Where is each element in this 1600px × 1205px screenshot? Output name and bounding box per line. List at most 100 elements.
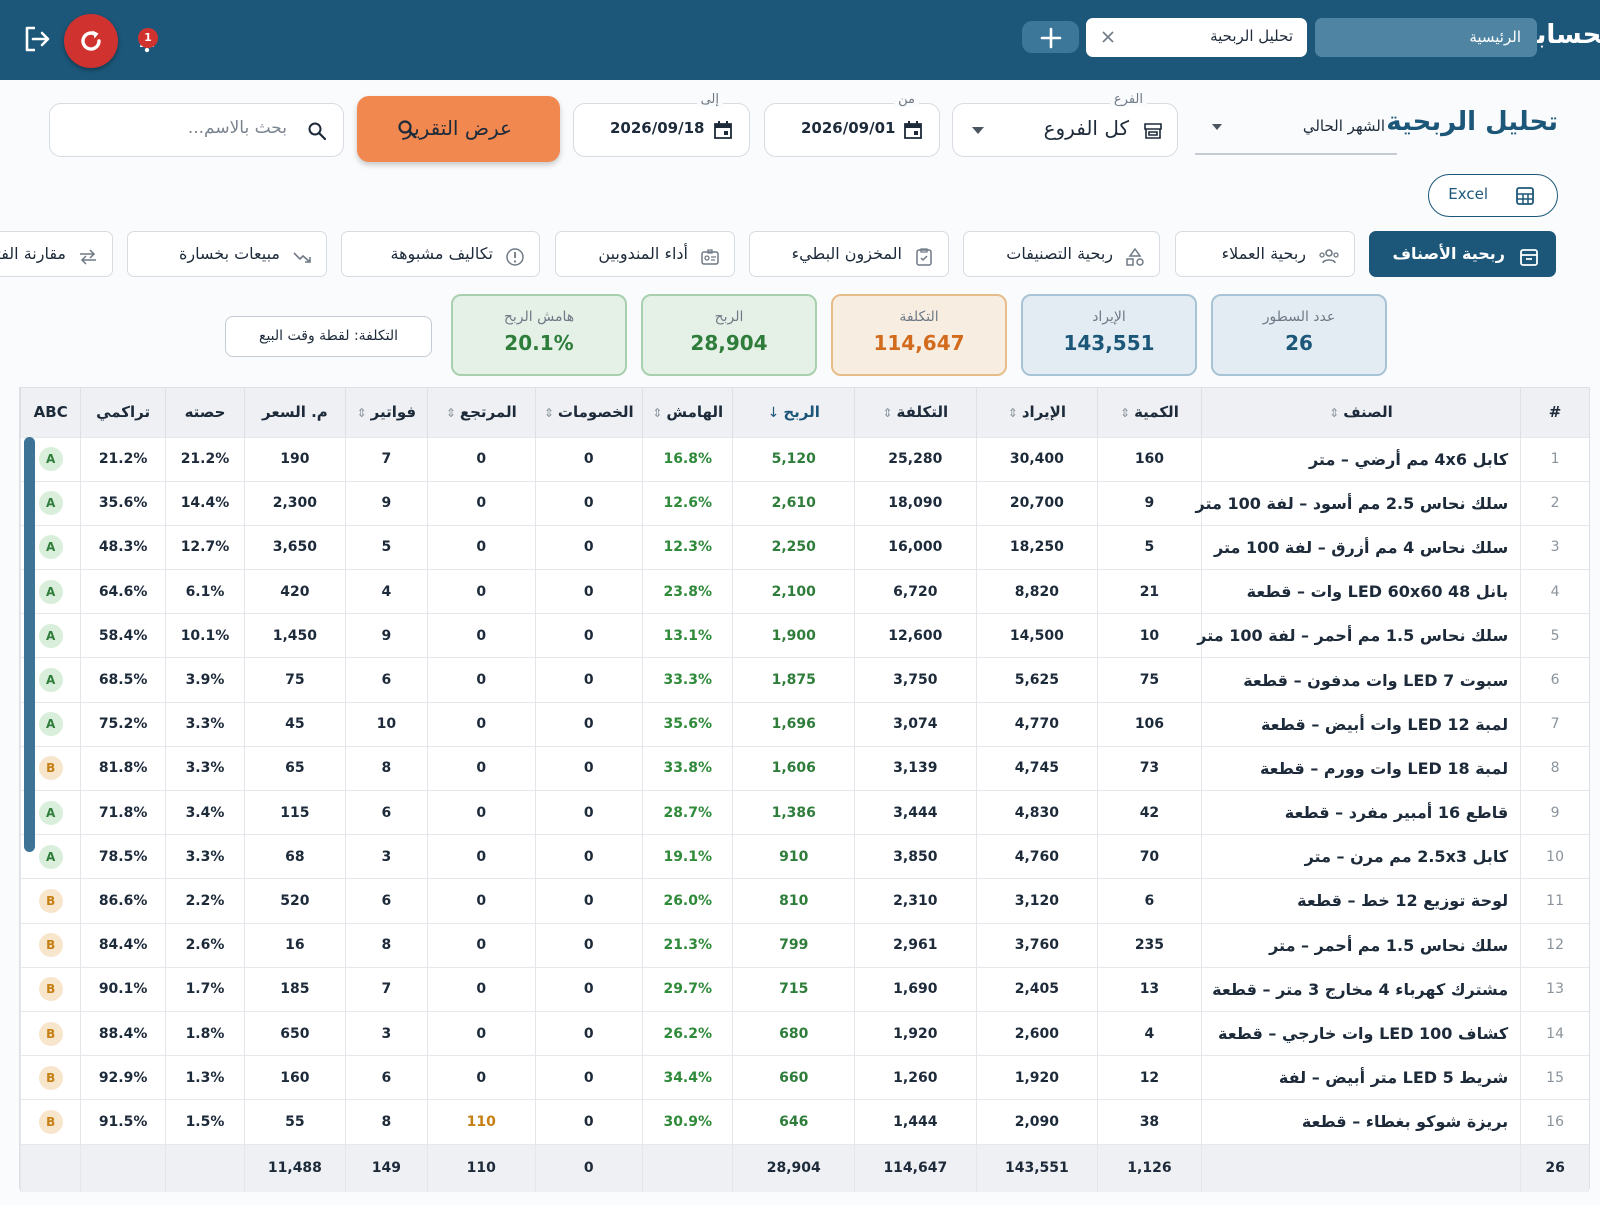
table-cell: 5 <box>344 524 428 570</box>
col-item[interactable]: الصنف⇕ <box>1200 388 1521 437</box>
table-cell: 0 <box>427 1055 536 1100</box>
table-cell: 0 <box>534 878 643 924</box>
table-row[interactable]: 2 سلك نحاس 2.5 مم أسود – لفة 100 متر 9 20,7… <box>19 480 1589 526</box>
totals-cell <box>642 1143 733 1192</box>
tab-home[interactable]: الرئيسية <box>1315 18 1537 57</box>
table-cell: 5 <box>1097 524 1202 570</box>
table-cell: 3.3% <box>164 701 245 747</box>
col-profit[interactable]: الربح↓ <box>732 388 855 437</box>
table-cell: 11 <box>1520 878 1589 924</box>
table-cell: 16.8% <box>642 436 733 482</box>
date-to-value: 2026/09/18 <box>610 119 705 137</box>
table-row[interactable]: 5 سلك نحاس 1.5 مم أحمر – لفة 100 متر 10 14,… <box>19 613 1589 658</box>
tab-customer-profitability[interactable]: ربحية العملاء <box>1175 231 1355 277</box>
totals-cell: 28,904 <box>732 1143 855 1192</box>
abc-class-badge: B <box>38 933 63 958</box>
table-cell: 21.3% <box>642 922 733 968</box>
table-cell: 0 <box>427 834 536 879</box>
kpi-label: الربح <box>714 309 744 325</box>
kpi-label: هامش الربح <box>503 309 575 325</box>
col-returns[interactable]: المرتجع⇕ <box>427 388 536 437</box>
table-row[interactable]: 4 بانل LED 60x60 48 وات – قطعة 21 8,820 6,72… <box>19 569 1589 614</box>
period-select[interactable]: الشهر الحالي <box>1195 103 1397 155</box>
table-cell: 1,606 <box>732 745 855 791</box>
tab-sales-rep-performance[interactable]: أداء المندوبين <box>555 231 735 277</box>
table-row[interactable]: 16 بريزة شوكو بغطاء – قطعة 38 2,090 1,444 646… <box>19 1099 1589 1144</box>
table-cell: 5,625 <box>975 657 1098 703</box>
table-cell: 1.7% <box>164 966 245 1012</box>
abc-class-badge: A <box>38 800 63 825</box>
table-row[interactable]: 14 كشاف LED 100 وات خارجي – قطعة 4 2,600 1,9… <box>19 1010 1589 1056</box>
table-cell: 4 <box>1097 1010 1202 1056</box>
tab-item-profitability[interactable]: ربحية الأصناف <box>1369 231 1556 277</box>
table-cell: 3.3% <box>164 834 245 879</box>
table-cell: 0 <box>427 789 536 835</box>
search-input[interactable] <box>87 118 287 138</box>
table-cell: 26.0% <box>642 878 733 924</box>
table-row[interactable]: 13 مشترك كهرباء 4 مخارج 3 متر – قطعة 13 2,4… <box>19 966 1589 1012</box>
table-scrollbar[interactable] <box>24 437 35 852</box>
table-cell: 12.6% <box>642 480 733 526</box>
show-report-button[interactable]: عرض التقرير <box>357 96 560 162</box>
table-cell: B <box>19 1099 81 1144</box>
search-box[interactable] <box>49 103 344 157</box>
table-cell: 5,120 <box>732 436 855 482</box>
col-cost[interactable]: التكلفة⇕ <box>854 388 977 437</box>
table-cell: كابل 2.5x3 مم مرن – متر <box>1200 834 1521 879</box>
table-cell: B <box>19 1010 81 1056</box>
tab-slow-stock[interactable]: المخزون البطيء <box>749 231 949 277</box>
tab-period-comparison[interactable]: مقارنة الفترات <box>0 231 113 277</box>
abc-class-badge: A <box>38 447 63 472</box>
date-from-field[interactable]: من 2026/09/01 <box>764 92 940 157</box>
date-to-field[interactable]: إلى 2026/09/18 <box>573 92 750 157</box>
table-row[interactable]: 15 شريط LED 5 متر أبيض – لفة 12 1,920 1,260 6… <box>19 1055 1589 1100</box>
store-icon <box>1144 123 1162 139</box>
tab-profitability[interactable]: تحليل الربحية <box>1086 18 1307 57</box>
table-row[interactable]: 6 سبوت LED 7 وات مدفون – قطعة 75 5,625 3,750… <box>19 657 1589 703</box>
tab-loss-sales[interactable]: مبيعات بخسارة <box>127 231 327 277</box>
table-cell: 0 <box>534 524 643 570</box>
add-tab-button[interactable] <box>1022 21 1079 53</box>
table-cell: 185 <box>244 966 346 1012</box>
table-row[interactable]: 9 قاطع 16 أمبير مفرد – قطعة 42 4,830 3,444 1,… <box>19 789 1589 835</box>
table-cell: 235 <box>1097 922 1202 968</box>
tab-suspicious-costs-label: تكاليف مشبوهة <box>390 244 493 263</box>
table-cell: 0 <box>534 436 643 482</box>
kpi-value: 26 <box>1285 331 1313 355</box>
logout-icon[interactable] <box>22 24 52 54</box>
table-row[interactable]: 8 لمبة LED 18 وات وورم – قطعة 73 4,745 3,139… <box>19 745 1589 791</box>
refresh-button[interactable] <box>64 14 118 68</box>
table-cell: 5 <box>1520 613 1589 658</box>
branch-select[interactable]: الفرع كل الفروع <box>952 92 1178 157</box>
totals-cell: 149 <box>344 1143 428 1192</box>
close-tab-icon[interactable] <box>1098 27 1118 47</box>
table-row[interactable]: 1 كابل 4x6 مم أرضي – متر 160 30,400 25,280 5,… <box>19 436 1589 482</box>
tab-suspicious-costs[interactable]: تكاليف مشبوهة <box>341 231 540 277</box>
tab-period-comparison-label: مقارنة الفترات <box>0 244 66 263</box>
table-cell: 12.7% <box>164 524 245 570</box>
col-revenue[interactable]: الإيراد⇕ <box>975 388 1098 437</box>
table-cell: 2,610 <box>732 480 855 526</box>
col-quantity[interactable]: الكمية⇕ <box>1097 388 1202 437</box>
totals-cell: 114,647 <box>854 1143 977 1192</box>
table-cell: 33.8% <box>642 745 733 791</box>
col-discounts[interactable]: الخصومات⇕ <box>534 388 643 437</box>
col-margin[interactable]: الهامش⇕ <box>642 388 733 437</box>
tab-category-profitability[interactable]: ربحية التصنيفات <box>963 231 1160 277</box>
table-row[interactable]: 11 لوحة توزيع 12 خط – قطعة 6 3,120 2,310 810 2… <box>19 878 1589 924</box>
table-row[interactable]: 3 سلك نحاس 4 مم أزرق – لفة 100 متر 5 18,250… <box>19 524 1589 570</box>
table-cell: 65 <box>244 745 346 791</box>
table-row[interactable]: 12 سلك نحاس 1.5 مم أحمر – متر 235 3,760 2,96… <box>19 922 1589 968</box>
table-cell: 8 <box>1520 745 1589 791</box>
col-cumulative: تراكمي <box>80 388 166 437</box>
table-cell: 3.3% <box>164 745 245 791</box>
table-cell: 3,750 <box>854 657 977 703</box>
table-cell: 8 <box>344 1099 428 1144</box>
export-excel-button[interactable]: Excel <box>1428 174 1558 217</box>
col-invoices[interactable]: فواتير⇕ <box>344 388 428 437</box>
table-cell: 910 <box>732 834 855 879</box>
table-row[interactable]: 7 لمبة LED 12 وات أبيض – قطعة 106 4,770 3,07… <box>19 701 1589 747</box>
table-cell: سلك نحاس 4 مم أزرق – لفة 100 متر <box>1200 524 1521 570</box>
table-cell: 0 <box>427 878 536 924</box>
table-row[interactable]: 10 كابل 2.5x3 مم مرن – متر 70 4,760 3,850 910… <box>19 834 1589 879</box>
